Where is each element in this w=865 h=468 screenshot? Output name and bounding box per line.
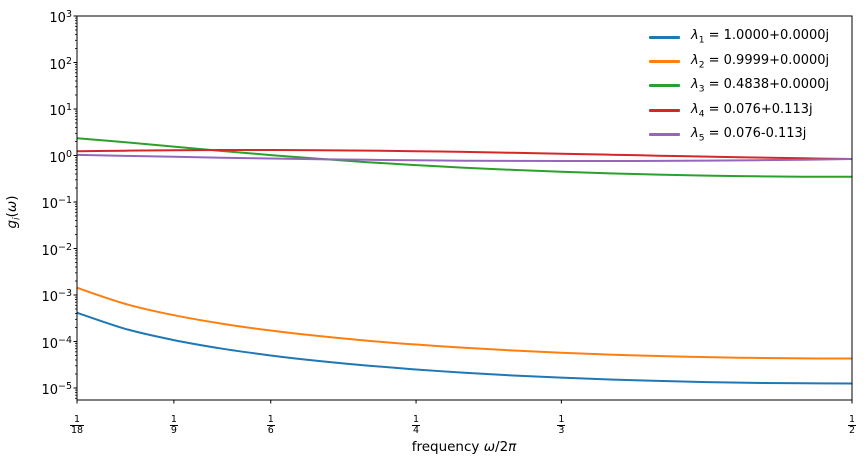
series-line-2 xyxy=(76,286,853,360)
series-line-5 xyxy=(77,153,853,162)
legend-entry-5: λ5 = 0.076-0.113j xyxy=(640,123,853,147)
y-tick-label: 100 xyxy=(49,148,72,166)
legend-entry-label: λ2 = 0.9999+0.0000j xyxy=(691,52,830,71)
series-line-4 xyxy=(77,149,853,160)
legend-line-swatch xyxy=(649,133,680,137)
legend: λ1 = 1.0000+0.0000j λ2 = 0.9999+0.0000j λ3… xyxy=(640,25,853,147)
y-axis-label: gi(ω) xyxy=(4,195,23,229)
legend-entry-1: λ1 = 1.0000+0.0000j xyxy=(640,25,853,49)
y-tick-label: 102 xyxy=(49,55,72,73)
legend-entry-label: λ1 = 1.0000+0.0000j xyxy=(691,28,830,46)
legend-line-swatch xyxy=(649,84,680,88)
legend-line-swatch xyxy=(649,108,680,112)
legend-line-swatch xyxy=(649,60,680,64)
x-tick-label: 1 18 xyxy=(69,414,85,437)
legend-line-swatch xyxy=(649,35,680,39)
y-tick-label: 101 xyxy=(49,102,72,119)
legend-entry-4: λ4 = 0.076+0.113j xyxy=(640,98,853,122)
legend-entry-label: λ4 = 0.076+0.113j xyxy=(691,101,813,120)
legend-entry-label: λ3 = 0.4838+0.0000j xyxy=(691,77,830,95)
legend-entry-label: λ5 = 0.076-0.113j xyxy=(691,125,807,144)
y-tick-label: 10−3 xyxy=(41,288,72,305)
series-line-1 xyxy=(76,311,853,385)
x-axis-label: frequency ω/2π xyxy=(411,439,517,455)
y-tick-label: 103 xyxy=(49,9,72,26)
y-tick-label: 10−2 xyxy=(41,241,72,259)
y-tick-label: 10−4 xyxy=(41,334,72,352)
legend-entry-3: λ3 = 0.4838+0.0000j xyxy=(640,74,853,98)
axes-frame xyxy=(76,15,853,401)
y-tick-label: 10−5 xyxy=(41,381,72,398)
y-tick-label: 10−1 xyxy=(41,195,72,212)
legend-entry-2: λ2 = 0.9999+0.0000j xyxy=(640,49,853,73)
